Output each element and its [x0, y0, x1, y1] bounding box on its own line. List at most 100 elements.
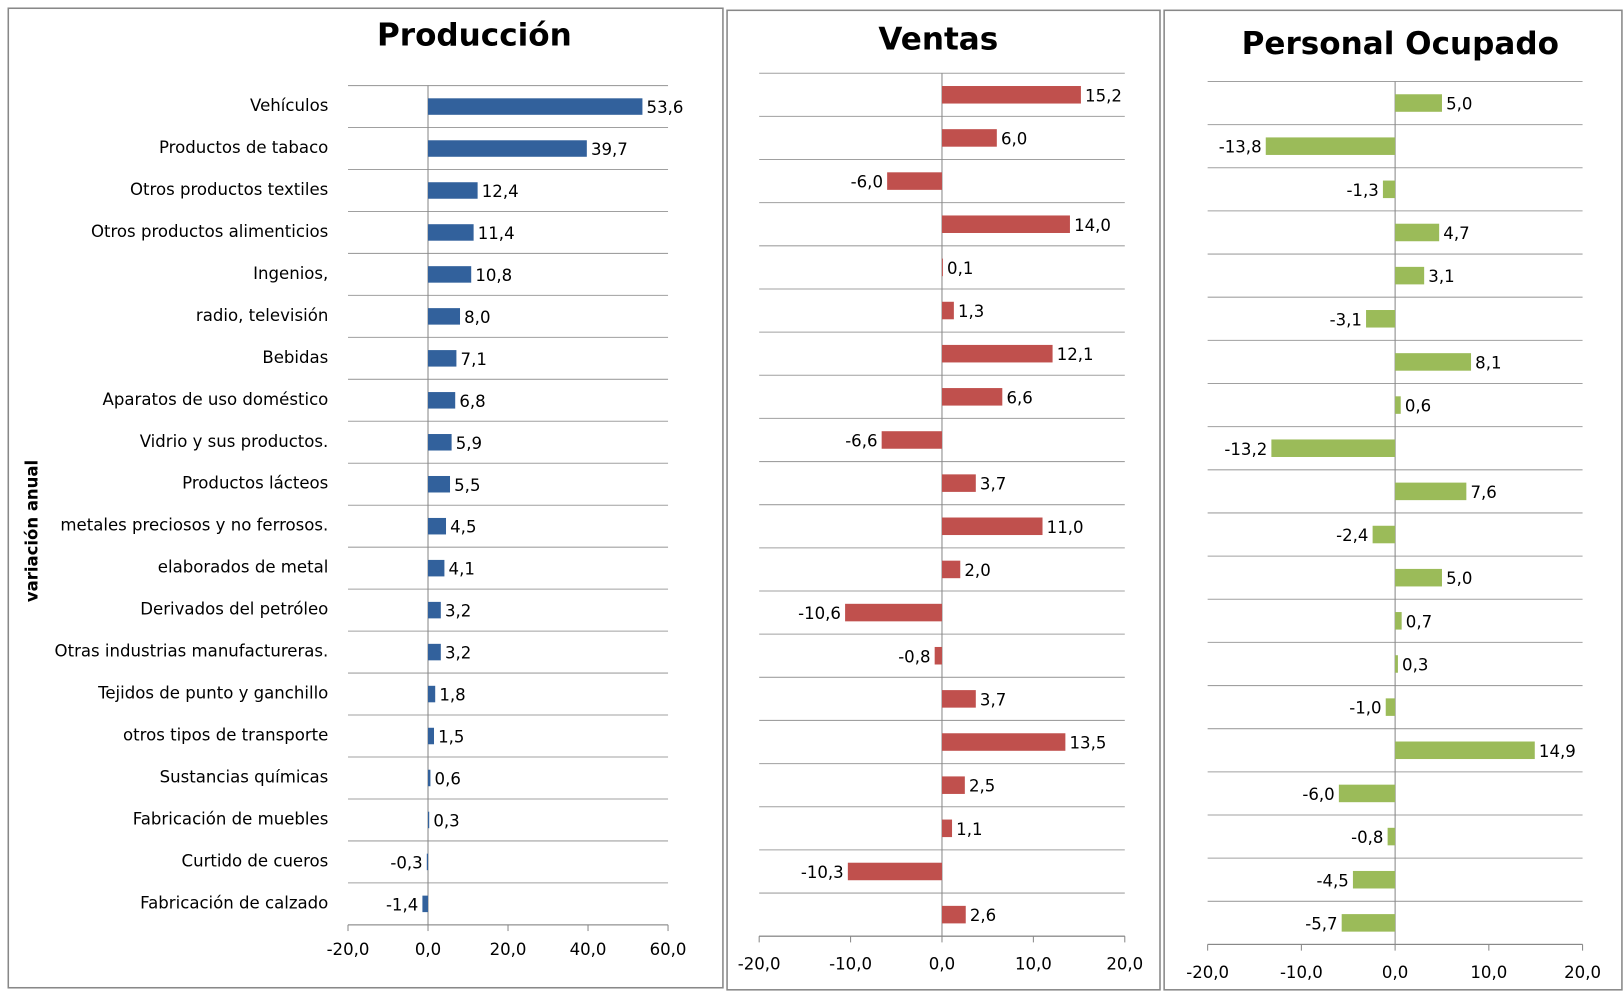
bar	[428, 727, 435, 745]
value-label: -1,4	[386, 895, 418, 914]
x-tick-label: 0,0	[415, 940, 441, 959]
x-tick-label: 40,0	[570, 940, 607, 959]
bar	[941, 301, 954, 320]
value-label: 3,7	[980, 690, 1006, 709]
category-label: Otros productos alimenticios	[91, 222, 328, 241]
value-label: 1,3	[958, 302, 984, 321]
bar	[941, 819, 953, 838]
bar	[428, 475, 451, 493]
value-label: 5,0	[1446, 95, 1472, 114]
bar	[1387, 827, 1396, 846]
category-label: Curtido de cueros	[182, 851, 329, 870]
x-tick-label: -10,0	[829, 955, 872, 974]
bar	[941, 733, 1066, 751]
bar	[1395, 396, 1401, 414]
category-label: Bebidas	[262, 348, 328, 367]
bar	[428, 811, 430, 829]
chart-title: Personal Ocupado	[1242, 26, 1559, 62]
bar	[845, 603, 942, 622]
bar	[887, 172, 942, 190]
value-label: 4,1	[449, 560, 475, 579]
value-label: 3,2	[445, 602, 471, 621]
bar	[941, 258, 943, 277]
value-label: 12,1	[1057, 345, 1094, 364]
bar	[1366, 310, 1396, 328]
bar	[1395, 266, 1425, 285]
value-label: 8,0	[464, 308, 490, 327]
bar	[1338, 784, 1396, 803]
value-label: 1,1	[956, 820, 982, 839]
category-label: Fabricación de muebles	[133, 809, 329, 828]
value-label: 13,5	[1070, 734, 1107, 753]
category-label: elaborados de metal	[158, 558, 329, 577]
value-label: 4,7	[1443, 224, 1469, 243]
bar	[1395, 223, 1440, 242]
bar	[941, 776, 965, 794]
bar	[428, 392, 456, 409]
bar	[941, 344, 1053, 363]
value-label: 0,6	[1405, 397, 1431, 416]
value-label: 0,6	[435, 770, 461, 789]
bar	[428, 266, 472, 283]
chart-title: Ventas	[878, 22, 998, 58]
bar	[941, 86, 1081, 104]
value-label: -10,6	[798, 604, 841, 623]
x-tick-label: 60,0	[650, 940, 687, 959]
category-label: Ingenios,	[253, 264, 328, 283]
panel-frame	[726, 9, 1161, 991]
category-label: Otros productos textiles	[130, 180, 328, 199]
value-label: 3,7	[980, 475, 1006, 494]
value-label: 5,9	[456, 434, 482, 453]
bar	[1395, 353, 1472, 371]
bar	[941, 215, 1070, 233]
category-label: Productos lácteos	[182, 474, 328, 493]
value-label: 6,0	[1001, 130, 1027, 149]
value-label: 2,5	[969, 777, 995, 796]
category-label: Tejidos de punto y ganchillo	[97, 684, 328, 703]
value-label: 5,5	[454, 476, 480, 495]
value-label: 12,4	[482, 182, 519, 201]
x-tick-label: -10,0	[1280, 963, 1323, 982]
bar	[422, 895, 429, 913]
bar	[1271, 439, 1396, 457]
x-tick-label: -20,0	[738, 955, 781, 974]
value-label: 6,6	[1006, 388, 1032, 407]
bar	[428, 308, 461, 325]
bar	[941, 388, 1003, 406]
bar	[1341, 914, 1396, 932]
bar	[1395, 741, 1535, 760]
value-label: -1,0	[1349, 699, 1381, 718]
value-label: 7,1	[461, 350, 487, 369]
bar	[428, 224, 474, 241]
category-label: Sustancias químicas	[160, 768, 329, 787]
bar	[428, 182, 478, 199]
value-label: 3,1	[1428, 267, 1454, 286]
value-label: -0,8	[1351, 828, 1383, 847]
bar	[1372, 525, 1396, 544]
value-label: -13,8	[1219, 138, 1262, 157]
bar	[941, 690, 976, 708]
y-axis-label: variación anual	[23, 460, 42, 602]
x-tick-label: 0,0	[929, 955, 955, 974]
bar	[941, 905, 966, 924]
bar	[1395, 655, 1398, 673]
category-label: Productos de tabaco	[159, 138, 328, 157]
category-label: Otras industrias manufactureras.	[55, 642, 329, 661]
value-label: 5,0	[1446, 569, 1472, 588]
value-label: 14,0	[1074, 216, 1111, 235]
category-label: radio, televisión	[196, 306, 328, 325]
x-tick-label: 20,0	[490, 940, 527, 959]
x-tick-label: 0,0	[1382, 963, 1408, 982]
value-label: -3,1	[1330, 310, 1362, 329]
value-label: -6,0	[851, 173, 883, 192]
panel-frame	[1163, 9, 1623, 991]
category-label: Fabricación de calzado	[140, 893, 328, 912]
value-label: 0,3	[1402, 656, 1428, 675]
bar	[428, 685, 436, 703]
value-label: 1,5	[438, 728, 464, 747]
bar	[1385, 698, 1396, 716]
bar	[1395, 94, 1442, 112]
bar	[428, 559, 445, 577]
bar	[1395, 612, 1402, 630]
value-label: 0,7	[1406, 612, 1432, 631]
